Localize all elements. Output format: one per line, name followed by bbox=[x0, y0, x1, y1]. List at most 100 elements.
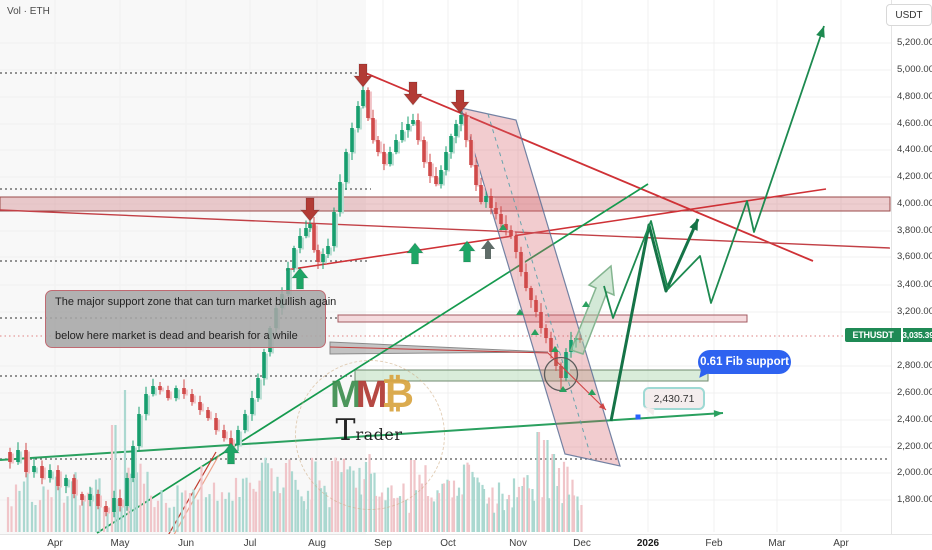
candle-shadow bbox=[34, 467, 38, 474]
bottom-highlight-circle[interactable] bbox=[543, 356, 579, 392]
target-price-callout[interactable]: 2,430.71 bbox=[643, 387, 705, 410]
red-down-arrow[interactable] bbox=[352, 63, 374, 88]
volume-bar bbox=[160, 490, 163, 532]
volume-bar bbox=[532, 500, 536, 532]
candle-shadow bbox=[373, 119, 377, 142]
bounce-outline-arrow[interactable] bbox=[570, 264, 615, 355]
wedge-red-line[interactable] bbox=[329, 346, 549, 354]
candle-shadow bbox=[471, 141, 475, 167]
volume-bar bbox=[432, 501, 436, 532]
candle-shadow bbox=[501, 215, 505, 226]
candle bbox=[514, 236, 518, 252]
volume-bar bbox=[26, 464, 29, 532]
volume-bar bbox=[447, 480, 451, 532]
price-axis-label: 1,800.00 bbox=[897, 494, 932, 505]
volume-bar bbox=[156, 500, 160, 532]
candle-shadow bbox=[18, 451, 22, 464]
candle-shadow bbox=[408, 125, 412, 132]
steep-support-trendline[interactable] bbox=[96, 183, 649, 534]
candle bbox=[376, 140, 380, 152]
candle-shadow bbox=[571, 341, 575, 354]
volume-bar bbox=[234, 477, 238, 532]
flat-resistance-line[interactable] bbox=[0, 209, 891, 249]
candle bbox=[489, 196, 493, 208]
volume-bar bbox=[441, 483, 444, 532]
time-axis[interactable]: Apr May Jun Jul Aug Sep Oct Nov Dec 2026 Feb Mar Apr bbox=[0, 534, 932, 550]
time-axis-label: Mar bbox=[768, 538, 786, 549]
green-up-arrow[interactable] bbox=[457, 240, 477, 263]
downtrend-line[interactable] bbox=[362, 71, 814, 262]
fib-support-badge[interactable]: 0.61 Fib support bbox=[698, 350, 791, 374]
candle-shadow bbox=[133, 447, 137, 480]
red-continuation-arrow[interactable] bbox=[547, 352, 607, 411]
candle-shadow bbox=[418, 121, 422, 142]
red-down-arrow[interactable] bbox=[449, 89, 471, 114]
candle bbox=[539, 312, 543, 328]
time-axis-label: Sep bbox=[374, 538, 392, 549]
candle-shadow bbox=[74, 479, 78, 496]
price-axis-label: 3,800.00 bbox=[897, 225, 932, 236]
candle bbox=[144, 394, 148, 414]
red-down-arrow[interactable] bbox=[299, 197, 321, 222]
candle bbox=[304, 228, 308, 236]
volume-bar bbox=[288, 459, 291, 532]
volume-bar bbox=[164, 502, 168, 532]
projection-bold[interactable] bbox=[609, 218, 700, 422]
trendlines bbox=[0, 71, 891, 548]
candle bbox=[56, 470, 60, 486]
volume-bar bbox=[224, 498, 227, 532]
projection-long[interactable] bbox=[603, 25, 825, 319]
time-axis-label: 2026 bbox=[636, 538, 660, 549]
volume-bar bbox=[146, 471, 149, 532]
candle bbox=[366, 90, 370, 118]
volume-bar bbox=[511, 507, 514, 532]
candle-shadow bbox=[184, 389, 188, 396]
candle bbox=[394, 140, 398, 152]
price-axis[interactable]: 5,200.00 5,000.00 4,800.00 4,600.00 4,400.00… bbox=[891, 0, 932, 534]
candle-shadow bbox=[334, 213, 338, 248]
candle-shadow bbox=[208, 411, 212, 420]
volume-bar bbox=[318, 480, 321, 532]
candle bbox=[519, 252, 523, 272]
candle bbox=[564, 352, 568, 378]
last-price-tag[interactable]: 3,035.39 bbox=[902, 328, 932, 342]
volume-bar bbox=[180, 492, 184, 532]
volume-bar bbox=[466, 462, 469, 532]
green-up-arrow[interactable] bbox=[290, 267, 310, 290]
green-up-arrow[interactable] bbox=[221, 442, 241, 465]
candle bbox=[166, 390, 170, 398]
green-up-arrow[interactable] bbox=[405, 242, 425, 265]
candle bbox=[308, 224, 312, 228]
candle bbox=[559, 366, 563, 378]
down-channel[interactable] bbox=[460, 107, 621, 467]
volume-bar bbox=[30, 501, 34, 532]
ticker-tag[interactable]: ETHUSDT bbox=[845, 328, 901, 342]
candle-shadow bbox=[368, 91, 372, 120]
time-axis-label: Nov bbox=[509, 538, 527, 549]
gray-up-arrow[interactable] bbox=[481, 240, 495, 259]
volume-bar bbox=[380, 492, 384, 532]
volume-bar bbox=[66, 496, 69, 532]
price-axis-label: 2,400.00 bbox=[897, 414, 932, 425]
note-annotation[interactable]: The major support zone that can turn mar… bbox=[45, 290, 336, 348]
currency-axis-button[interactable]: USDT bbox=[886, 4, 932, 26]
candle-shadow bbox=[224, 431, 228, 440]
candle-shadow bbox=[402, 131, 406, 142]
volume-bar bbox=[231, 500, 234, 532]
volume-bar bbox=[492, 512, 496, 532]
volume-bar bbox=[462, 464, 466, 532]
candle-shadow bbox=[576, 339, 580, 342]
volume-bar bbox=[270, 468, 273, 532]
volume-bar bbox=[296, 489, 300, 532]
volume-bar bbox=[34, 505, 37, 532]
red-down-arrow[interactable] bbox=[402, 81, 424, 106]
candle bbox=[206, 410, 210, 418]
candle-shadow bbox=[551, 339, 555, 354]
volume-bar bbox=[208, 494, 211, 532]
rising-resistance-line[interactable] bbox=[285, 188, 827, 271]
candle-shadow bbox=[216, 419, 220, 432]
study-label[interactable]: Vol · ETH bbox=[7, 6, 50, 17]
candle bbox=[534, 300, 538, 312]
trendline-handle[interactable] bbox=[635, 414, 641, 420]
